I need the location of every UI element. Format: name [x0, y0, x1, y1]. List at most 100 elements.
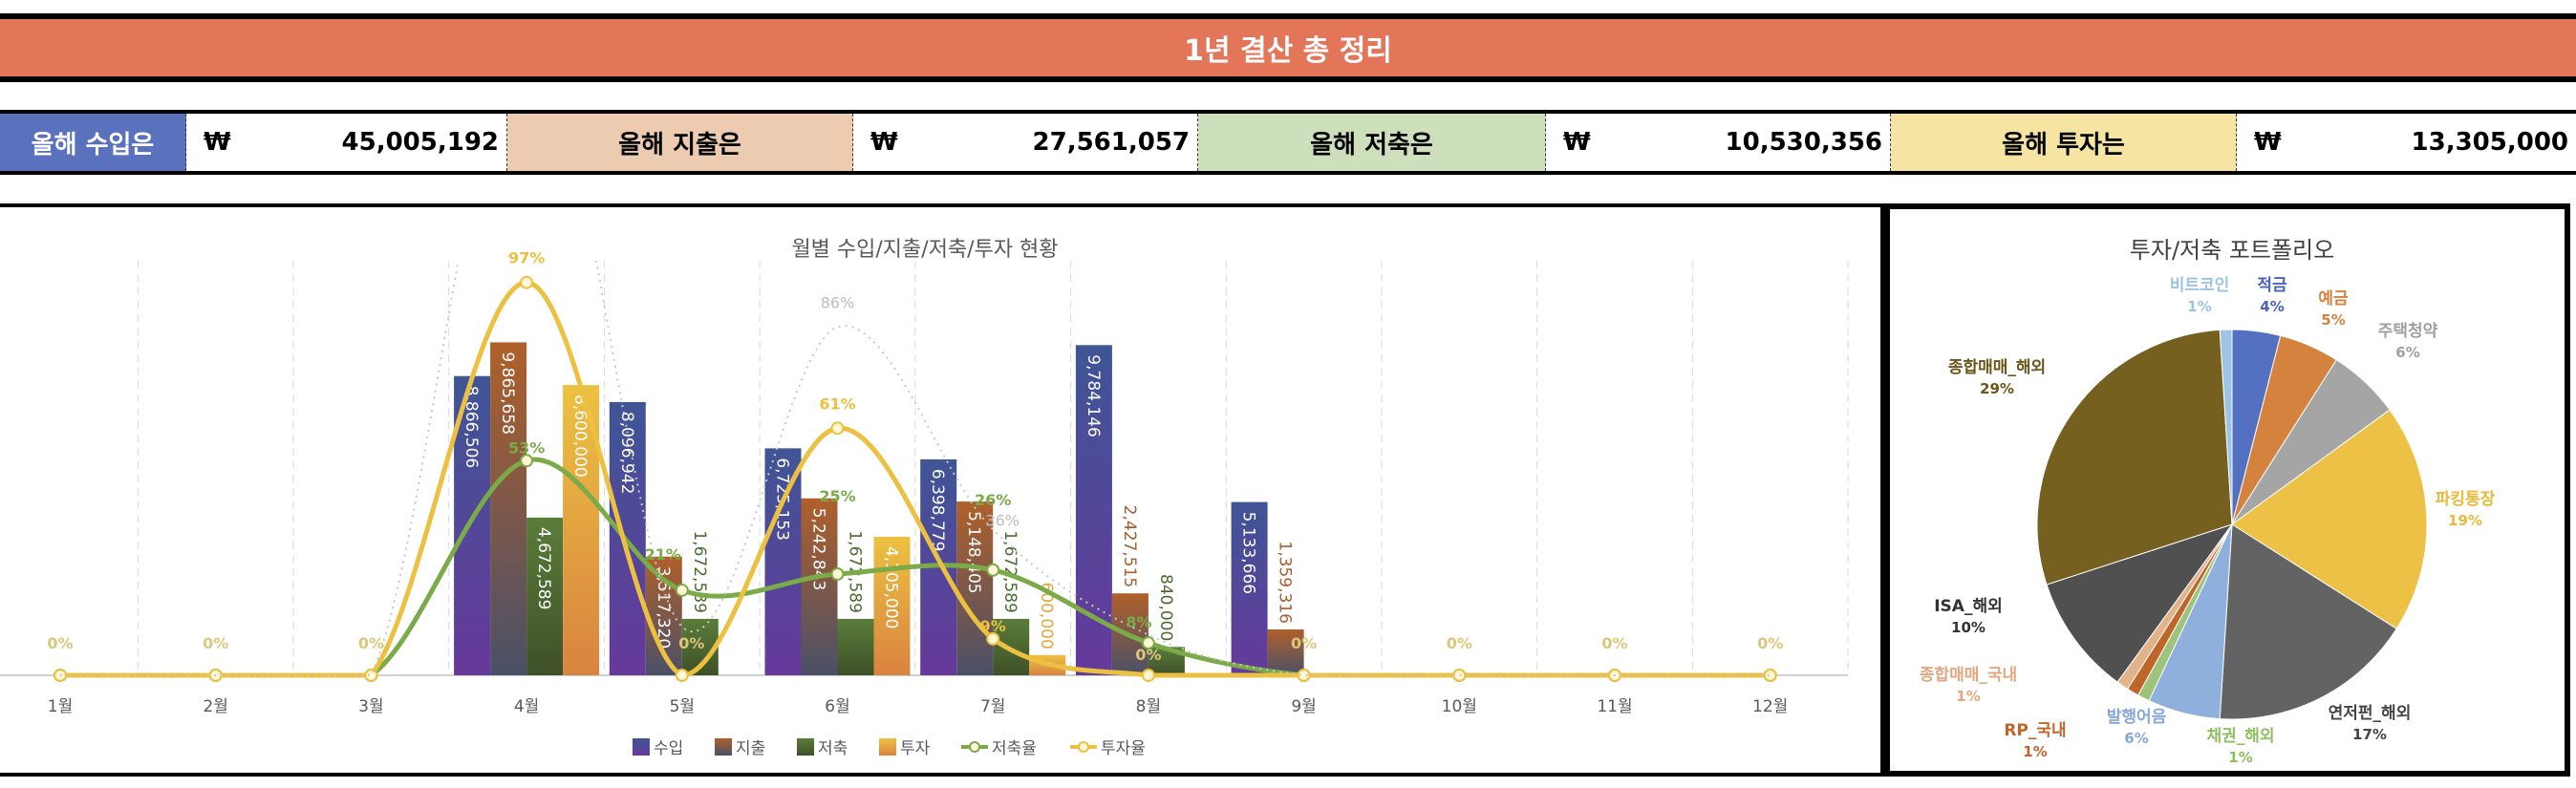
bar-투자	[873, 536, 911, 675]
line-투자율	[60, 280, 1771, 678]
bar-수입	[1075, 345, 1112, 675]
page-title: 1년 결산 총 정리	[1184, 34, 1392, 68]
x-tick-label: 4월	[514, 697, 539, 716]
bar-data-label: 5,148,405	[964, 511, 983, 594]
line-data-label: 0%	[1291, 634, 1317, 652]
bar-저축	[526, 517, 564, 675]
bar-저축	[837, 618, 874, 675]
line-point-투자율	[675, 669, 689, 682]
currency-symbol: ₩	[2254, 128, 2282, 157]
x-tick-label: 2월	[203, 697, 227, 716]
investment-value-cell[interactable]: ₩13,305,000	[2237, 114, 2576, 171]
bar-data-label: 600,000	[1037, 582, 1056, 649]
savings-value: 10,530,356	[1725, 128, 1882, 157]
line-data-label: 36%	[985, 511, 1020, 529]
legend-item-투자율: 투자율	[1070, 739, 1146, 758]
legend-swatch	[715, 738, 732, 756]
bar-data-label: 1,672,589	[1000, 530, 1020, 613]
x-tick-label: 10월	[1442, 697, 1477, 716]
expense-value: 27,561,057	[1032, 128, 1190, 157]
line-data-label: 21%	[645, 545, 681, 564]
line-point-투자율	[986, 631, 1000, 646]
legend-label: 지출	[736, 739, 765, 758]
currency-symbol: ₩	[204, 128, 231, 157]
monthly-chart-frame[interactable]	[0, 203, 1884, 777]
line-point-저축율	[520, 454, 534, 468]
legend-label: 저축	[818, 739, 848, 758]
line-data-label: 0%	[358, 634, 384, 652]
x-tick-label: 8월	[1136, 697, 1161, 716]
legend-item-지출: 지출	[715, 738, 765, 758]
x-tick-label: 6월	[825, 697, 849, 716]
line-point-투자율	[1452, 669, 1467, 682]
line-point-투자율	[1141, 669, 1155, 682]
savings-label-cell[interactable]: 올해 저축은	[1198, 114, 1546, 171]
bar-data-label: 8,600,000	[570, 394, 590, 478]
bar-data-label: 4,672,589	[534, 527, 553, 610]
legend-label: 수입	[654, 739, 683, 758]
legend-label: 저축율	[992, 739, 1037, 758]
page-title-banner: 1년 결산 총 정리	[0, 13, 2576, 82]
line-point-저축율	[1141, 636, 1155, 650]
bar-data-label: 9,865,658	[498, 351, 517, 435]
legend-marker	[1078, 741, 1089, 753]
bar-data-label: 5,133,666	[1239, 512, 1258, 595]
summary-row: 올해 수입은 ₩45,005,192 올해 지출은 ₩27,561,057 올해…	[0, 110, 2576, 175]
legend-swatch	[879, 738, 896, 756]
bar-수입	[1231, 501, 1268, 675]
line-data-label: 0%	[203, 634, 228, 652]
investment-label-cell[interactable]: 올해 투자는	[1891, 114, 2237, 171]
expense-label-cell[interactable]: 올해 지출은	[507, 114, 853, 171]
bar-수입	[454, 375, 491, 675]
line-point-투자율	[364, 669, 378, 682]
line-point-투자율	[1763, 669, 1777, 682]
bar-지출	[490, 342, 527, 675]
bar-data-label: 3,517,320	[654, 566, 673, 650]
bar-data-label: 1,672,589	[690, 530, 709, 613]
line-point-저축율	[986, 563, 1000, 577]
bar-data-label: 9,784,146	[1084, 354, 1103, 437]
income-label-cell[interactable]: 올해 수입은	[0, 114, 186, 171]
portfolio-chart-frame[interactable]	[1884, 203, 2570, 777]
bar-지출	[1267, 628, 1304, 675]
line-point-저축율	[675, 583, 689, 597]
legend-item-저축율: 저축율	[961, 739, 1037, 758]
x-tick-label: 12월	[1752, 697, 1788, 716]
bar-지출	[956, 501, 994, 675]
income-value-cell[interactable]: ₩45,005,192	[186, 114, 507, 171]
savings-label: 올해 저축은	[1310, 130, 1433, 160]
bar-data-label: 4,105,000	[882, 546, 901, 629]
bar-data-label: 6,398,779	[928, 469, 947, 552]
trend-line	[60, 261, 1771, 677]
bar-data-label: 8,866,506	[462, 386, 481, 469]
investment-value: 13,305,000	[2411, 128, 2568, 157]
x-tick-label: 1월	[48, 697, 73, 716]
income-label: 올해 수입은	[31, 130, 155, 160]
chart-title: 월별 수입/지출/저축/투자 현황	[791, 238, 1058, 262]
line-point-투자율	[520, 275, 534, 289]
bar-data-label: 2,427,515	[1120, 505, 1139, 588]
legend-label: 투자율	[1101, 739, 1146, 758]
expense-label: 올해 지출은	[618, 130, 741, 160]
line-data-label: 0%	[47, 634, 73, 652]
legend-label: 투자	[900, 739, 931, 758]
legend-item-저축: 저축	[797, 738, 848, 758]
line-data-label: 8%	[1126, 613, 1151, 631]
x-tick-label: 9월	[1291, 697, 1316, 716]
bar-data-label: 840,000	[1156, 574, 1175, 641]
x-tick-label: 5월	[670, 697, 695, 716]
line-data-label: 0%	[1601, 634, 1627, 652]
line-point-저축율	[830, 567, 845, 581]
currency-symbol: ₩	[870, 128, 898, 157]
line-data-label: 53%	[508, 438, 545, 457]
bar-저축	[993, 618, 1030, 675]
savings-value-cell[interactable]: ₩10,530,356	[1546, 114, 1891, 171]
line-point-투자율	[1297, 669, 1311, 682]
bar-수입	[764, 448, 802, 675]
line-point-투자율	[830, 421, 845, 436]
legend-item-투자: 투자	[879, 738, 931, 758]
line-data-label: 0%	[1135, 646, 1161, 664]
expense-value-cell[interactable]: ₩27,561,057	[853, 114, 1198, 171]
legend-swatch	[797, 738, 814, 756]
line-data-label: 26%	[975, 491, 1011, 509]
